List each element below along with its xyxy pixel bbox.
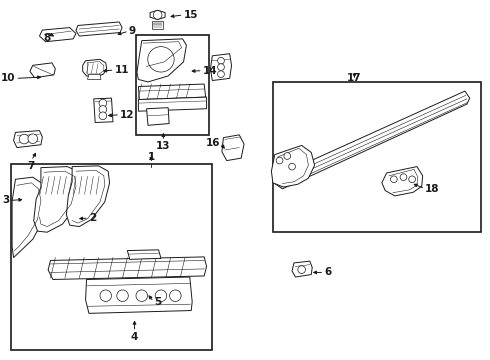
Polygon shape [137,39,186,82]
Circle shape [99,99,107,107]
Circle shape [170,290,181,301]
Text: 12: 12 [120,110,135,120]
Circle shape [218,64,224,71]
Text: 18: 18 [425,184,440,194]
Circle shape [19,134,29,144]
Polygon shape [12,177,47,258]
Polygon shape [147,108,169,125]
Circle shape [276,157,283,164]
Circle shape [136,290,147,301]
Text: 8: 8 [44,32,51,42]
Text: 1: 1 [148,152,155,162]
Polygon shape [66,166,110,226]
Ellipse shape [148,47,174,72]
Polygon shape [150,10,165,19]
Polygon shape [222,135,244,161]
Polygon shape [83,59,107,77]
Polygon shape [138,84,206,100]
Polygon shape [48,257,207,279]
Text: 10: 10 [1,73,16,84]
Circle shape [284,153,291,159]
Polygon shape [88,74,101,80]
Text: 16: 16 [205,138,220,148]
Polygon shape [34,167,83,232]
Polygon shape [275,91,470,189]
Circle shape [117,290,128,301]
Circle shape [391,176,397,183]
Circle shape [155,290,167,301]
Circle shape [99,112,107,120]
Bar [152,21,163,29]
Text: 5: 5 [154,297,161,307]
Polygon shape [30,63,55,78]
Circle shape [298,266,305,274]
Polygon shape [40,28,76,42]
Circle shape [28,134,38,144]
Polygon shape [382,167,423,196]
Polygon shape [292,261,312,277]
Circle shape [400,174,407,180]
Polygon shape [94,98,113,122]
Text: 7: 7 [27,161,35,171]
Bar [273,82,481,232]
Circle shape [99,105,107,113]
Polygon shape [86,277,192,313]
Polygon shape [14,131,42,148]
Text: 4: 4 [131,332,138,342]
Circle shape [218,57,224,64]
Text: 13: 13 [156,141,171,151]
Text: 6: 6 [324,267,331,278]
Circle shape [100,290,112,301]
Circle shape [153,10,162,19]
Polygon shape [210,54,232,81]
Circle shape [218,71,224,77]
Polygon shape [127,250,161,259]
Bar [11,164,212,350]
Text: 15: 15 [184,10,198,20]
Circle shape [289,163,295,170]
Text: 2: 2 [89,213,96,223]
Text: 14: 14 [203,66,218,76]
Text: 17: 17 [347,73,362,84]
Circle shape [409,176,416,183]
Text: 9: 9 [129,26,136,36]
Polygon shape [271,145,315,187]
Text: 11: 11 [114,65,129,75]
Text: 3: 3 [2,195,10,206]
Bar [136,35,209,135]
Polygon shape [138,97,207,111]
Polygon shape [76,22,122,36]
